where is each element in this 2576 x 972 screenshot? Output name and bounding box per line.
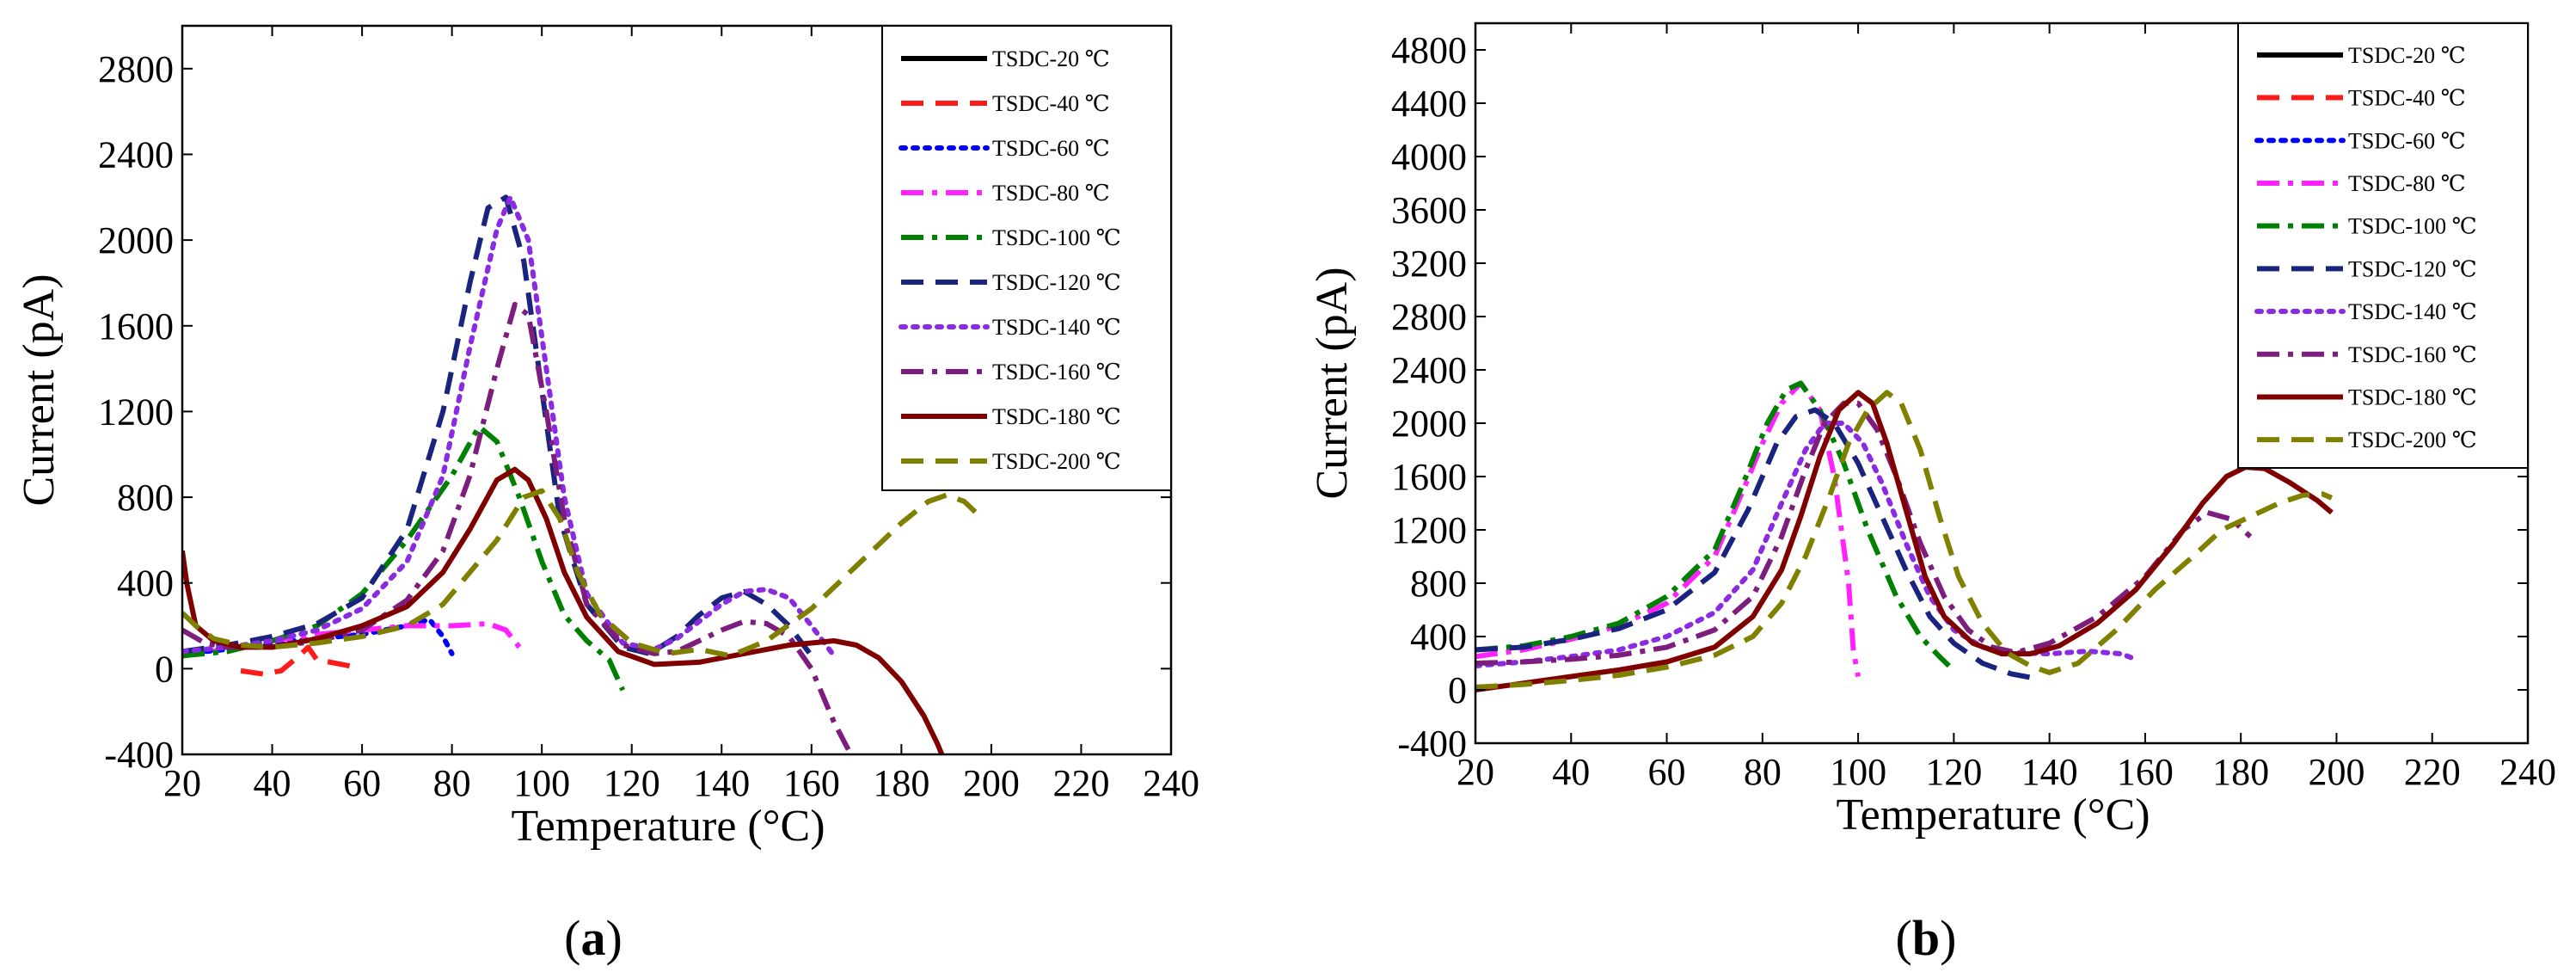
legend-label-3: TSDC-80 ℃ <box>992 181 1110 206</box>
y-tick-label: 1600 <box>98 305 174 348</box>
x-tick-label: 20 <box>163 762 201 804</box>
y-tick-label: 400 <box>117 563 174 605</box>
y-tick-label: 3200 <box>1391 243 1467 285</box>
series-line-1 <box>240 644 354 677</box>
y-tick-label: 2400 <box>1391 349 1467 391</box>
x-tick-label: 100 <box>513 762 570 804</box>
x-tick-label: 160 <box>2117 751 2174 793</box>
y-tick-label: 1200 <box>98 391 174 433</box>
series-line-9 <box>182 488 984 659</box>
legend-label-1: TSDC-40 ℃ <box>992 91 1110 116</box>
x-tick-label: 220 <box>1052 762 1109 804</box>
legend-label-6: TSDC-140 ℃ <box>2348 299 2477 324</box>
y-tick-label: 1200 <box>1391 509 1467 551</box>
x-tick-label: 80 <box>433 762 471 804</box>
series-line-9 <box>1475 390 2334 690</box>
y-axis-title: Current (pA) <box>15 274 64 506</box>
y-tick-label: 4000 <box>1391 136 1467 178</box>
legend-label-4: TSDC-100 ℃ <box>2348 214 2477 239</box>
legend-label-6: TSDC-140 ℃ <box>992 315 1121 340</box>
panel-label: (b) <box>1896 910 1957 966</box>
series-group <box>1475 380 2334 692</box>
chart-panel-b: 20 40 60 80 100 120 140 160 180 200 220 240 -400 0 400… <box>1308 22 2556 966</box>
x-axis-title: Temperature (°C) <box>1836 791 2150 840</box>
chart-panel-a: 20 40 60 80 100 120 140 160 180 200 220 240 -400 0 400… <box>15 24 1199 966</box>
legend-label-8: TSDC-180 ℃ <box>992 404 1121 429</box>
panel-label: (a) <box>564 910 623 966</box>
legend: TSDC-20 ℃ TSDC-40 ℃ TSDC-60 ℃ TSDC-80 ℃ TSDC… <box>2237 22 2529 469</box>
x-tick-label: 140 <box>693 762 750 804</box>
legend-box <box>881 25 1172 491</box>
y-axis-title: Current (pA) <box>1308 267 1357 499</box>
y-tick-label: -400 <box>104 734 174 776</box>
legend-label-7: TSDC-160 ℃ <box>992 360 1121 384</box>
x-tick-label: 180 <box>2212 751 2269 793</box>
x-tick-label: 180 <box>873 762 929 804</box>
series-line-6 <box>1475 421 2138 669</box>
legend-label-4: TSDC-100 ℃ <box>992 225 1121 250</box>
series-line-5 <box>182 194 814 658</box>
legend-label-5: TSDC-120 ℃ <box>2348 256 2477 281</box>
legend-label-9: TSDC-200 ℃ <box>992 449 1121 474</box>
legend-label-5: TSDC-120 ℃ <box>992 270 1121 295</box>
series-line-3 <box>182 621 522 659</box>
legend: TSDC-20 ℃ TSDC-40 ℃ TSDC-60 ℃ TSDC-80 ℃ TSDC… <box>881 25 1172 491</box>
x-tick-label: 200 <box>2308 751 2364 793</box>
series-line-8 <box>1475 390 2334 692</box>
series-line-3 <box>1475 380 1861 678</box>
legend-label-9: TSDC-200 ℃ <box>2348 428 2477 452</box>
series-line-8 <box>182 466 945 754</box>
y-tick-label: 800 <box>117 477 174 519</box>
series-line-5 <box>1475 407 2041 682</box>
y-tick-label: 2000 <box>1391 403 1467 445</box>
x-tick-label: 140 <box>2021 751 2078 793</box>
x-tick-label: 160 <box>783 762 840 804</box>
y-tick-label: 0 <box>155 648 174 690</box>
x-tick-label: 60 <box>343 762 381 804</box>
x-tick-label: 220 <box>2404 751 2461 793</box>
series-line-6 <box>182 194 837 659</box>
y-tick-label: 2800 <box>98 48 174 90</box>
legend-label-0: TSDC-20 ℃ <box>992 46 1110 71</box>
x-tick-label: 80 <box>1744 751 1782 793</box>
legend-label-3: TSDC-80 ℃ <box>2348 171 2466 196</box>
x-tick-label: 20 <box>1457 751 1494 793</box>
x-tick-label: 240 <box>2499 751 2556 793</box>
legend-label-0: TSDC-20 ℃ <box>2348 43 2466 68</box>
y-tick-label: -400 <box>1397 723 1467 765</box>
x-axis-title: Temperature (°C) <box>511 802 825 851</box>
y-tick-label: 3600 <box>1391 189 1467 231</box>
x-tick-label: 40 <box>1552 751 1590 793</box>
y-tick-label: 4400 <box>1391 83 1467 125</box>
legend-box <box>2237 22 2529 469</box>
y-tick-label: 2000 <box>98 219 174 261</box>
series-line-7 <box>182 301 854 754</box>
series-group <box>182 194 984 754</box>
y-tick-label: 800 <box>1410 563 1467 605</box>
y-tick-label: 1600 <box>1391 456 1467 498</box>
series-line-7 <box>1475 400 2253 666</box>
legend-label-1: TSDC-40 ℃ <box>2348 86 2466 111</box>
legend-label-2: TSDC-60 ℃ <box>992 136 1110 161</box>
legend-label-8: TSDC-180 ℃ <box>2348 384 2477 409</box>
y-tick-label: 2800 <box>1391 296 1467 338</box>
x-tick-label: 60 <box>1648 751 1686 793</box>
legend-label-2: TSDC-60 ℃ <box>2348 128 2466 153</box>
x-tick-label: 40 <box>254 762 291 804</box>
y-tick-label: 2400 <box>98 133 174 175</box>
x-tick-label: 200 <box>963 762 1020 804</box>
x-tick-label: 240 <box>1143 762 1199 804</box>
x-tick-label: 120 <box>1925 751 1982 793</box>
legend-label-7: TSDC-160 ℃ <box>2348 342 2477 367</box>
x-tick-label: 100 <box>1830 751 1886 793</box>
y-tick-label: 400 <box>1410 616 1467 658</box>
y-tick-label: 0 <box>1448 669 1467 711</box>
x-tick-label: 120 <box>604 762 660 804</box>
y-tick-label: 4800 <box>1391 29 1467 71</box>
